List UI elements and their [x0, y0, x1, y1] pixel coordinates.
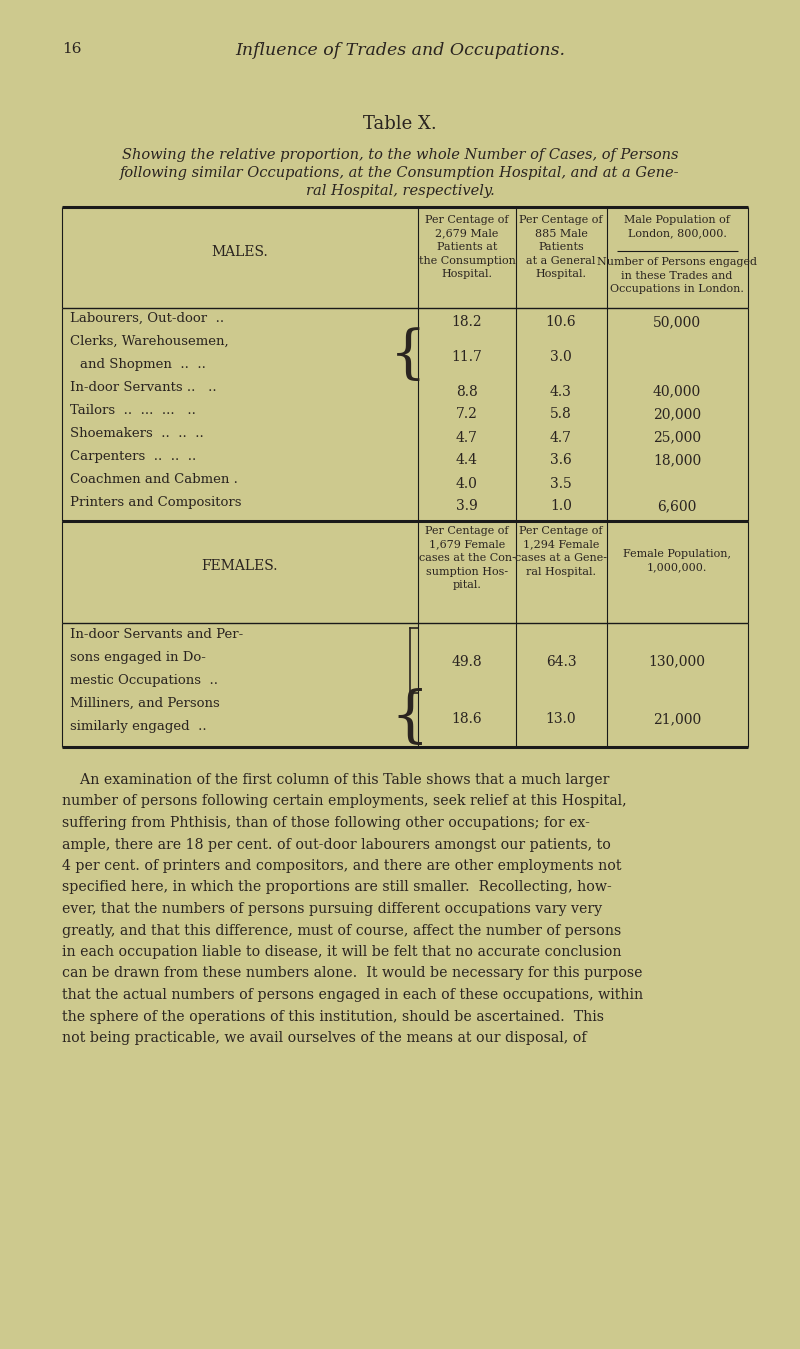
Text: Milliners, and Persons: Milliners, and Persons — [70, 697, 220, 710]
Text: specified here, in which the proportions are still smaller.  Recollecting, how-: specified here, in which the proportions… — [62, 881, 612, 894]
Text: 4.0: 4.0 — [456, 476, 478, 491]
Text: {: { — [390, 688, 430, 747]
Text: 21,000: 21,000 — [653, 712, 701, 726]
Text: and Shopmen  ..  ..: and Shopmen .. .. — [80, 357, 206, 371]
Text: 130,000: 130,000 — [649, 654, 706, 669]
Text: 4 per cent. of printers and compositors, and there are other employments not: 4 per cent. of printers and compositors,… — [62, 859, 622, 873]
Text: Per Centage of
2,679 Male
Patients at
the Consumption
Hospital.: Per Centage of 2,679 Male Patients at th… — [418, 214, 515, 279]
Text: 18.2: 18.2 — [452, 316, 482, 329]
Text: 4.4: 4.4 — [456, 453, 478, 468]
Text: 49.8: 49.8 — [452, 654, 482, 669]
Text: In-door Servants ..   ..: In-door Servants .. .. — [70, 380, 217, 394]
Text: Coachmen and Cabmen .: Coachmen and Cabmen . — [70, 473, 238, 486]
Text: 40,000: 40,000 — [653, 384, 701, 398]
Text: In-door Servants and Per-: In-door Servants and Per- — [70, 629, 243, 641]
Text: MALES.: MALES. — [212, 246, 268, 259]
Text: 8.8: 8.8 — [456, 384, 478, 398]
Text: 4.7: 4.7 — [550, 430, 572, 445]
Text: Tailors  ..  ...  ...   ..: Tailors .. ... ... .. — [70, 403, 196, 417]
Text: 13.0: 13.0 — [546, 712, 576, 726]
Text: An examination of the first column of this Table shows that a much larger: An examination of the first column of th… — [62, 773, 610, 786]
Text: 50,000: 50,000 — [653, 316, 701, 329]
Text: 7.2: 7.2 — [456, 407, 478, 421]
Text: Number of Persons engaged
in these Trades and
Occupations in London.: Number of Persons engaged in these Trade… — [597, 258, 757, 294]
Text: 16: 16 — [62, 42, 82, 57]
Text: the sphere of the operations of this institution, should be ascertained.  This: the sphere of the operations of this ins… — [62, 1009, 604, 1024]
Text: Influence of Trades and Occupations.: Influence of Trades and Occupations. — [235, 42, 565, 59]
Text: Per Centage of
1,294 Female
cases at a Gene-
ral Hospital.: Per Centage of 1,294 Female cases at a G… — [515, 526, 607, 577]
Text: 25,000: 25,000 — [653, 430, 701, 445]
Text: 1.0: 1.0 — [550, 499, 572, 514]
Text: 11.7: 11.7 — [451, 349, 482, 364]
Text: Shoemakers  ..  ..  ..: Shoemakers .. .. .. — [70, 428, 204, 440]
Text: 4.7: 4.7 — [456, 430, 478, 445]
Text: 3.9: 3.9 — [456, 499, 478, 514]
Text: 64.3: 64.3 — [546, 654, 576, 669]
Text: sons engaged in Do-: sons engaged in Do- — [70, 652, 206, 664]
Text: 3.6: 3.6 — [550, 453, 572, 468]
Text: suffering from Phthisis, than of those following other occupations; for ex-: suffering from Phthisis, than of those f… — [62, 816, 590, 830]
Text: 18.6: 18.6 — [452, 712, 482, 726]
Text: not being practicable, we avail ourselves of the means at our disposal, of: not being practicable, we avail ourselve… — [62, 1031, 586, 1045]
Text: following similar Occupations, at the Consumption Hospital, and at a Gene-: following similar Occupations, at the Co… — [120, 166, 680, 179]
Text: in each occupation liable to disease, it will be felt that no accurate conclusio: in each occupation liable to disease, it… — [62, 946, 622, 959]
Text: Per Centage of
1,679 Female
cases at the Con-
sumption Hos-
pital.: Per Centage of 1,679 Female cases at the… — [418, 526, 515, 591]
Text: mestic Occupations  ..: mestic Occupations .. — [70, 674, 218, 687]
Text: 3.0: 3.0 — [550, 349, 572, 364]
Text: ever, that the numbers of persons pursuing different occupations vary very: ever, that the numbers of persons pursui… — [62, 902, 602, 916]
Text: 20,000: 20,000 — [653, 407, 701, 421]
Text: similarly engaged  ..: similarly engaged .. — [70, 720, 206, 733]
Text: 10.6: 10.6 — [546, 316, 576, 329]
Text: Carpenters  ..  ..  ..: Carpenters .. .. .. — [70, 451, 196, 463]
Text: Printers and Compositors: Printers and Compositors — [70, 496, 242, 509]
Text: 5.8: 5.8 — [550, 407, 572, 421]
Text: ample, there are 18 per cent. of out-door labourers amongst our patients, to: ample, there are 18 per cent. of out-doo… — [62, 838, 611, 851]
Text: Clerks, Warehousemen,: Clerks, Warehousemen, — [70, 335, 229, 348]
Text: ral Hospital, respectively.: ral Hospital, respectively. — [306, 183, 494, 198]
Text: 18,000: 18,000 — [653, 453, 701, 468]
Text: Per Centage of
885 Male
Patients
at a General
Hospital.: Per Centage of 885 Male Patients at a Ge… — [519, 214, 602, 279]
Text: Male Population of
London, 800,000.: Male Population of London, 800,000. — [624, 214, 730, 239]
Text: greatly, and that this difference, must of course, affect the number of persons: greatly, and that this difference, must … — [62, 924, 622, 938]
Text: 4.3: 4.3 — [550, 384, 572, 398]
Text: Female Population,
1,000,000.: Female Population, 1,000,000. — [623, 549, 731, 572]
Text: that the actual numbers of persons engaged in each of these occupations, within: that the actual numbers of persons engag… — [62, 987, 643, 1002]
Text: number of persons following certain employments, seek relief at this Hospital,: number of persons following certain empl… — [62, 795, 626, 808]
Text: Showing the relative proportion, to the whole Number of Cases, of Persons: Showing the relative proportion, to the … — [122, 148, 678, 162]
Text: {: { — [390, 328, 426, 384]
Text: Table X.: Table X. — [363, 115, 437, 134]
Text: Labourers, Out-door  ..: Labourers, Out-door .. — [70, 312, 224, 325]
Text: FEMALES.: FEMALES. — [202, 558, 278, 573]
Text: 3.5: 3.5 — [550, 476, 572, 491]
Text: 6,600: 6,600 — [658, 499, 697, 514]
Text: can be drawn from these numbers alone.  It would be necessary for this purpose: can be drawn from these numbers alone. I… — [62, 966, 642, 981]
